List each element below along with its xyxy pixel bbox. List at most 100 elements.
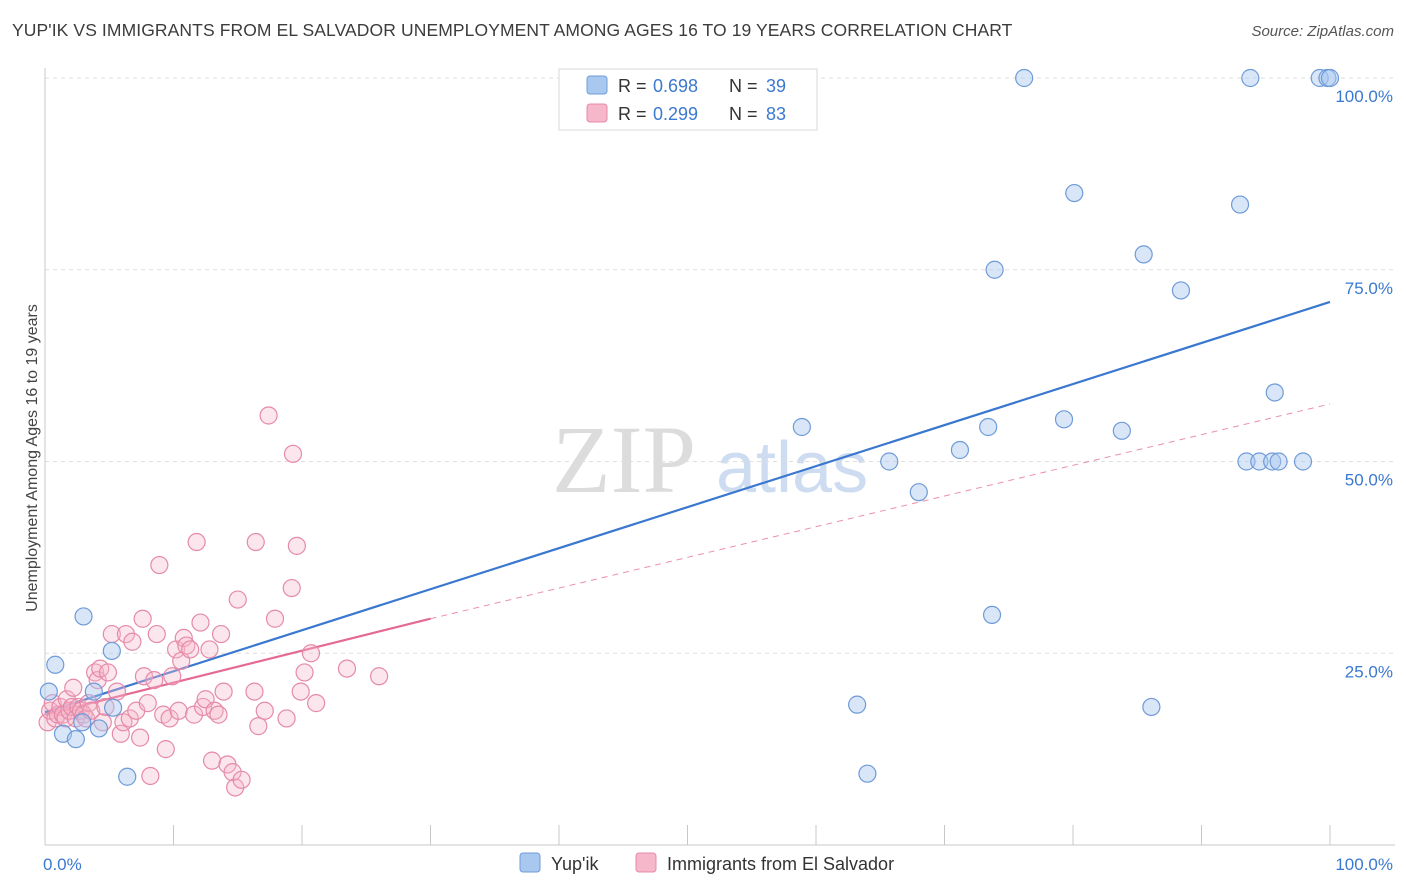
- point-el-salvador: [156, 740, 175, 759]
- legend-n-value-2: 83: [766, 104, 786, 124]
- point-yupik: [1054, 410, 1074, 429]
- point-yupik: [985, 260, 1004, 279]
- gridlines: [45, 77, 1395, 654]
- point-el-salvador: [141, 766, 160, 786]
- legend-r-value-2: 0.299: [653, 104, 698, 124]
- point-el-salvador: [107, 682, 127, 701]
- point-yupik: [1015, 68, 1034, 88]
- point-yupik: [1265, 383, 1284, 402]
- point-el-salvador: [150, 555, 169, 575]
- y-tick-label-3: 100.0%: [1335, 87, 1393, 106]
- point-yupik: [1230, 195, 1250, 214]
- legend-n-label-2: N =: [729, 104, 758, 124]
- point-el-salvador: [98, 663, 118, 682]
- y-tick-label-1: 50.0%: [1345, 471, 1393, 490]
- point-el-salvador: [163, 667, 182, 686]
- point-el-salvador: [138, 694, 157, 713]
- point-yupik: [1269, 452, 1288, 471]
- point-yupik: [39, 682, 58, 701]
- legend-bottom: Yup'ik Immigrants from El Salvador: [519, 852, 894, 874]
- point-yupik: [979, 417, 998, 437]
- point-yupik: [89, 719, 109, 738]
- point-el-salvador: [370, 667, 389, 686]
- point-el-salvador: [64, 678, 83, 697]
- point-yupik: [1310, 68, 1329, 88]
- legend-n-label-1: N =: [729, 76, 758, 96]
- point-el-salvador: [277, 709, 296, 728]
- point-yupik: [46, 655, 65, 674]
- point-el-salvador: [265, 609, 285, 628]
- point-yupik: [1250, 452, 1269, 471]
- point-el-salvador: [133, 609, 152, 628]
- legend-r-value-1: 0.698: [653, 76, 698, 96]
- point-el-salvador: [232, 770, 251, 789]
- point-el-salvador: [282, 578, 301, 598]
- legend-r-label-1: R =: [618, 76, 647, 96]
- point-el-salvador: [255, 701, 274, 720]
- point-el-salvador: [111, 724, 130, 743]
- legend-top: R = 0.698 N = 39 R = 0.299 N = 83: [558, 68, 818, 131]
- point-yupik: [118, 767, 137, 786]
- point-el-salvador: [147, 624, 166, 644]
- point-el-salvador: [295, 663, 314, 682]
- x-tick-label-1: 100.0%: [1335, 855, 1393, 874]
- point-yupik: [1134, 245, 1153, 264]
- trend-line-el-salvador-extended: [430, 403, 1331, 620]
- point-yupik: [102, 641, 121, 661]
- point-yupik: [84, 682, 103, 701]
- point-el-salvador: [96, 697, 115, 717]
- point-yupik: [880, 452, 899, 471]
- bottom-swatch-yupik: [519, 852, 541, 873]
- point-yupik: [73, 713, 92, 732]
- point-el-salvador: [246, 532, 265, 552]
- axes: [44, 68, 1395, 846]
- point-el-salvador: [259, 406, 278, 425]
- point-yupik: [1293, 452, 1313, 471]
- point-el-salvador: [130, 728, 150, 747]
- trend-line-yupik: [44, 300, 1331, 714]
- point-el-salvador: [249, 717, 268, 736]
- point-el-salvador: [211, 624, 231, 644]
- watermark-zip: ZIP: [552, 406, 696, 513]
- point-el-salvador: [209, 705, 228, 724]
- point-el-salvador: [283, 444, 303, 463]
- point-yupik: [1241, 68, 1260, 88]
- series-el-salvador-points: [38, 406, 389, 797]
- point-el-salvador: [202, 751, 222, 770]
- trend-line-el-salvador: [44, 617, 431, 716]
- point-el-salvador: [169, 701, 188, 720]
- point-yupik: [848, 695, 867, 714]
- x-tick-labels: 0.0% 100.0%: [43, 855, 1393, 874]
- point-yupik: [909, 483, 928, 502]
- point-yupik: [950, 440, 970, 460]
- point-yupik: [792, 417, 811, 437]
- watermark-atlas: atlas: [716, 428, 868, 508]
- point-yupik: [1263, 452, 1282, 471]
- y-axis-label: Unemployment Among Ages 16 to 19 years: [24, 304, 41, 612]
- point-el-salvador: [301, 644, 321, 663]
- point-yupik: [74, 607, 93, 626]
- point-el-salvador: [228, 590, 247, 609]
- point-el-salvador: [134, 667, 154, 686]
- point-el-salvador: [187, 532, 206, 552]
- legend-swatch-yupik: [586, 75, 608, 95]
- bottom-legend-el-salvador: Immigrants from El Salvador: [667, 854, 894, 874]
- point-yupik: [1320, 68, 1340, 88]
- point-el-salvador: [191, 613, 210, 632]
- bottom-swatch-el-salvador: [635, 852, 657, 873]
- point-yupik: [1065, 183, 1084, 203]
- bottom-legend-yupik: Yup'ik: [551, 854, 599, 874]
- legend-n-value-1: 39: [766, 76, 786, 96]
- point-el-salvador: [88, 670, 107, 690]
- point-el-salvador: [307, 694, 326, 713]
- point-el-salvador: [214, 682, 233, 701]
- y-tick-label-2: 75.0%: [1345, 279, 1393, 298]
- point-el-salvador: [200, 640, 219, 659]
- point-yupik: [1171, 281, 1191, 300]
- source-label: Source: ZipAtlas.com: [1251, 23, 1394, 40]
- point-yupik: [982, 605, 1002, 625]
- point-el-salvador: [291, 682, 310, 701]
- trend-lines: [44, 300, 1331, 716]
- point-yupik: [1112, 421, 1131, 440]
